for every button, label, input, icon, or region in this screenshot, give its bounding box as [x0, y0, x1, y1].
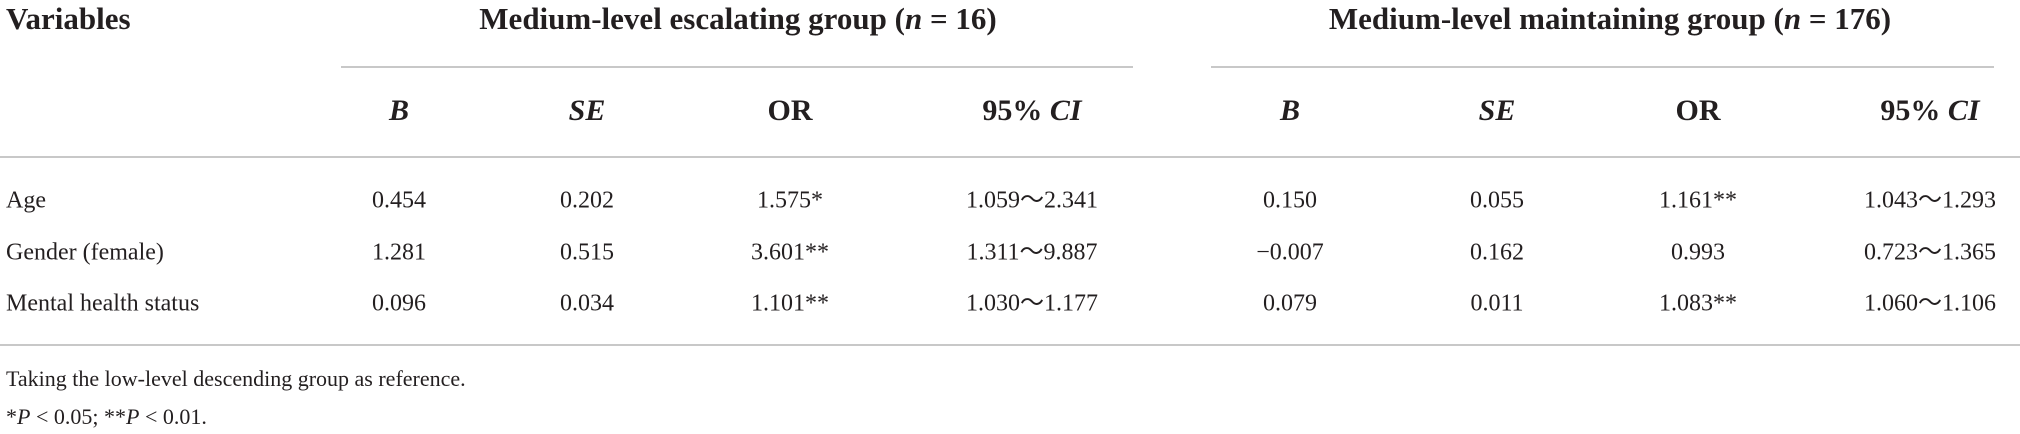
group-count: = 176) [1801, 1, 1891, 36]
cell: 1.059～2.341 [966, 188, 1098, 214]
cell: 3.601** [751, 240, 829, 266]
group-n: n [905, 1, 922, 36]
column-header: 95% CI [982, 94, 1083, 127]
footnote-part: Taking the low-level descending group as… [6, 366, 466, 391]
cell: 0.096 [372, 291, 426, 317]
cell: 0.079 [1263, 291, 1317, 317]
column-header: OR [768, 94, 813, 127]
cell: 1.043～1.293 [1864, 188, 1996, 214]
cell: 0.454 [372, 188, 426, 214]
row-label: Age [6, 188, 46, 214]
cell: 1.101** [751, 291, 829, 317]
column-name: CI [1050, 94, 1083, 127]
cell: 0.034 [560, 291, 614, 317]
cell: 0.993 [1671, 240, 1725, 266]
cell: 1.575* [757, 188, 823, 214]
column-name: OR [768, 94, 813, 127]
column-header: B [1279, 94, 1300, 127]
column-name: CI [1948, 94, 1981, 127]
row-label: Mental health status [6, 291, 199, 317]
row-label: Gender (female) [6, 240, 164, 266]
column-name: B [1279, 94, 1300, 127]
cell: 0.011 [1470, 291, 1523, 317]
footnote-part: < 0.01. [139, 404, 206, 429]
column-header: SE [1479, 94, 1516, 127]
group-header: Medium-level maintaining group (n = 176) [1329, 1, 1891, 36]
footnote-part: P [125, 404, 139, 429]
column-prefix: 95% [982, 94, 1050, 127]
footnote-part: P [16, 404, 30, 429]
column-name: OR [1676, 94, 1721, 127]
footnote: *P < 0.05; **P < 0.01. [6, 404, 207, 429]
cell: 1.161** [1659, 188, 1737, 214]
cell: 1.060～1.106 [1864, 291, 1996, 317]
group-count: = 16) [922, 1, 997, 36]
column-name: B [388, 94, 409, 127]
cell: 0.150 [1263, 188, 1317, 214]
group-title: Medium-level escalating group ( [479, 1, 905, 36]
column-header: 95% CI [1880, 94, 1981, 127]
cell: 0.162 [1470, 240, 1524, 266]
cell: 0.055 [1470, 188, 1524, 214]
group-title: Medium-level maintaining group ( [1329, 1, 1784, 36]
column-header: SE [569, 94, 606, 127]
footnote-part: * [6, 404, 17, 429]
group-header: Medium-level escalating group (n = 16) [479, 1, 996, 36]
corner-header: Variables [6, 1, 131, 36]
cell: 1.281 [372, 240, 426, 266]
column-header: B [388, 94, 409, 127]
footnote: Taking the low-level descending group as… [6, 366, 466, 391]
cell: 1.311～9.887 [966, 240, 1097, 266]
column-prefix: 95% [1880, 94, 1948, 127]
footnote-part: < 0.05; ** [30, 404, 126, 429]
cell: 1.083** [1659, 291, 1737, 317]
column-name: SE [1479, 94, 1516, 127]
cell: 0.723～1.365 [1864, 240, 1996, 266]
column-name: SE [569, 94, 606, 127]
cell: 0.202 [560, 188, 614, 214]
cell: −0.007 [1256, 240, 1324, 266]
group-n: n [1784, 1, 1801, 36]
cell: 1.030～1.177 [966, 291, 1098, 317]
cell: 0.515 [560, 240, 614, 266]
column-header: OR [1676, 94, 1721, 127]
